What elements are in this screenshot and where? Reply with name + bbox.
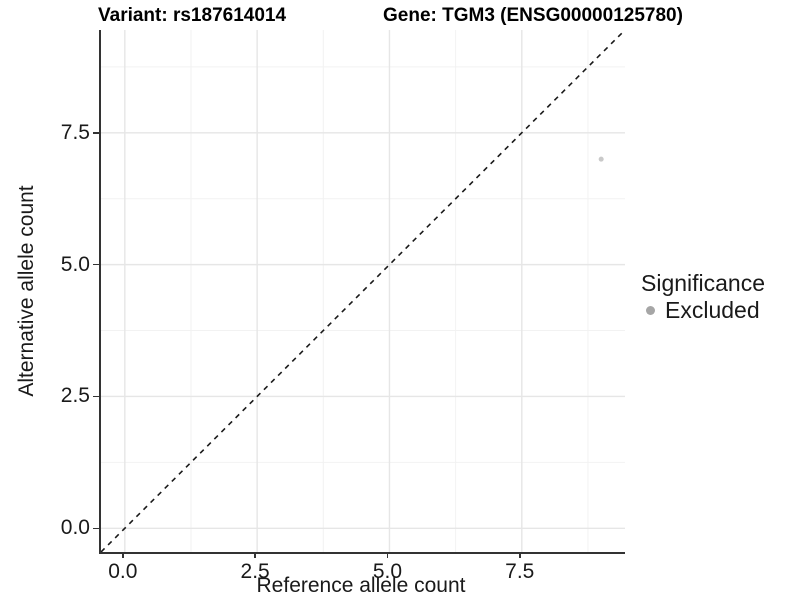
x-tick-mark — [254, 552, 256, 558]
y-tick-label: 0.0 — [60, 516, 90, 540]
identity-line — [101, 30, 625, 552]
x-tick-label: 5.0 — [372, 560, 403, 583]
x-tick-label: 0.0 — [108, 560, 138, 583]
x-tick-mark — [122, 552, 124, 558]
chart-svg — [101, 30, 625, 552]
x-axis-title: Reference allele count — [256, 574, 466, 597]
y-tick-label: 5.0 — [60, 252, 90, 276]
gene-title: Gene: TGM3 (ENSG00000125780) — [383, 5, 683, 26]
data-point — [598, 156, 604, 162]
y-tick-mark — [93, 527, 99, 530]
y-axis-title: Alternative allele count — [15, 185, 38, 397]
x-tick-label: 2.5 — [240, 560, 270, 583]
x-tick-mark — [519, 552, 521, 558]
legend-title: Significance — [641, 270, 766, 296]
y-tick-label: 2.5 — [60, 384, 90, 408]
y-tick-mark — [93, 395, 99, 398]
x-tick-label: 7.5 — [505, 560, 535, 583]
legend-entry: Excluded — [641, 297, 799, 323]
x-tick-mark — [386, 552, 389, 558]
y-tick-mark — [93, 263, 99, 266]
variant-title: Variant: rs187614014 — [98, 5, 287, 26]
y-tick-mark — [93, 132, 99, 134]
legend-key-dot-icon — [646, 305, 655, 315]
legend-entry-label: Excluded — [665, 297, 760, 323]
plot-area — [99, 30, 625, 554]
y-tick-label: 7.5 — [60, 120, 90, 144]
legend: Significance Excluded — [641, 270, 799, 323]
